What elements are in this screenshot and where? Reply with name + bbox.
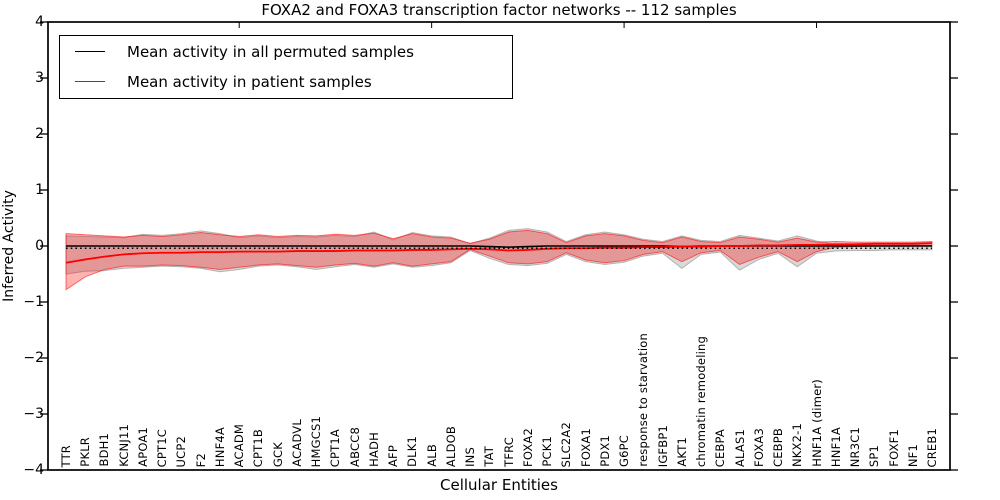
x-tick-label: AFP: [386, 444, 401, 467]
patient-line-swatch: [75, 81, 105, 82]
x-tick-label: CPT1A: [328, 428, 343, 467]
x-tick-label: PKLR: [78, 437, 93, 467]
x-tick-label: TFRC: [501, 437, 516, 467]
y-tick-label: 0: [35, 238, 44, 254]
x-tick-label: PDX1: [597, 435, 612, 467]
y-tick-label: 3: [35, 70, 44, 86]
legend-entry-permuted: Mean activity in all permuted samples: [60, 37, 512, 66]
x-tick-label: CREB1: [925, 427, 939, 468]
x-tick-label: F2: [193, 452, 208, 467]
y-tick-label: −4: [23, 462, 44, 478]
x-tick-label: GCK: [270, 441, 285, 467]
y-tick-label: 1: [35, 182, 44, 198]
x-tick-label: HNF1A: [828, 426, 843, 467]
x-tick-label: chromatin remodeling: [694, 335, 709, 467]
x-tick-label: G6PC: [617, 435, 632, 467]
y-tick-label: −1: [23, 294, 44, 310]
x-tick-label: AKT1: [674, 437, 689, 467]
x-tick-label: CPT1C: [155, 428, 170, 467]
y-tick-label: 2: [35, 126, 44, 142]
patient-mean-line: [65, 242, 933, 264]
x-tick-label: FOXA2: [520, 428, 535, 467]
y-tick-label: 4: [35, 14, 44, 30]
x-tick-label: TAT: [482, 446, 497, 467]
x-tick-label: FOXF1: [886, 429, 901, 467]
x-tick-label: ACADVL: [289, 419, 304, 467]
x-tick-label: UCP2: [174, 435, 189, 468]
x-tick-label: CEBPB: [771, 427, 786, 467]
x-tick-label: SP1: [867, 444, 882, 467]
x-tick-label: BDH1: [97, 433, 112, 467]
y-tick-label: −3: [23, 406, 44, 422]
x-tick-label: ALDOB: [443, 425, 458, 467]
x-tick-label: CPT1B: [251, 428, 266, 467]
x-tick-label: APOA1: [135, 427, 150, 467]
x-tick-label: HMGCS1: [309, 415, 324, 467]
chart-title: FOXA2 and FOXA3 transcription factor net…: [261, 1, 737, 19]
x-tick-label: HNF1A (dimer): [809, 379, 824, 467]
x-tick-label: NF1: [905, 443, 920, 467]
x-tick-label: response to starvation: [636, 333, 651, 467]
x-tick-label: ALB: [424, 444, 439, 467]
x-tick-label: INS: [463, 447, 478, 467]
x-tick-label: PCK1: [540, 436, 555, 467]
x-tick-label: ACADM: [232, 423, 247, 467]
x-tick-label: TTR: [59, 444, 73, 467]
x-tick-label: KCNJ11: [116, 424, 131, 467]
x-tick-label: ABCC8: [347, 427, 362, 467]
x-tick-label: HNF4A: [212, 426, 227, 467]
legend: Mean activity in all permuted samples Me…: [59, 35, 513, 99]
x-tick-label: ALAS1: [732, 428, 747, 467]
y-tick-label: −2: [23, 350, 44, 366]
x-tick-label: DLK1: [405, 436, 420, 467]
permuted-line-swatch: [75, 51, 105, 52]
x-tick-label: FOXA1: [578, 428, 593, 467]
x-tick-label: HADH: [366, 432, 381, 467]
x-tick-label: IGFBP1: [655, 424, 670, 467]
x-tick-label: SLC2A2: [559, 421, 574, 467]
legend-label-permuted: Mean activity in all permuted samples: [127, 42, 414, 61]
legend-label-patient: Mean activity in patient samples: [127, 72, 372, 91]
legend-entry-patient: Mean activity in patient samples: [60, 67, 512, 96]
x-tick-label: CEBPA: [713, 428, 728, 467]
x-tick-label: NKX2-1: [790, 422, 805, 467]
x-tick-label: NR3C1: [848, 426, 863, 467]
x-axis-label: Cellular Entities: [440, 476, 558, 494]
x-tick-label: FOXA3: [751, 428, 766, 467]
